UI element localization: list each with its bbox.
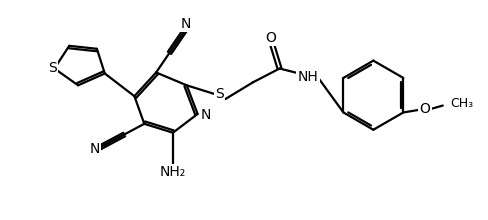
Text: NH₂: NH₂ bbox=[160, 165, 186, 179]
Text: CH₃: CH₃ bbox=[451, 97, 474, 110]
Text: O: O bbox=[265, 31, 276, 45]
Text: NH: NH bbox=[298, 70, 319, 84]
Text: N: N bbox=[90, 141, 100, 156]
Text: O: O bbox=[420, 101, 430, 116]
Text: N: N bbox=[181, 17, 191, 31]
Text: S: S bbox=[215, 87, 224, 101]
Text: N: N bbox=[200, 108, 211, 122]
Text: S: S bbox=[48, 61, 57, 75]
